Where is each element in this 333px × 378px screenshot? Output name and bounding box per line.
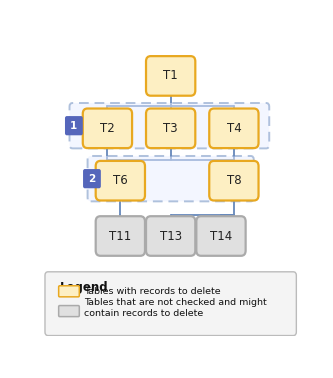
FancyBboxPatch shape — [209, 161, 258, 200]
FancyBboxPatch shape — [96, 161, 145, 200]
FancyBboxPatch shape — [65, 116, 83, 135]
Text: T4: T4 — [226, 122, 241, 135]
Text: T3: T3 — [164, 122, 178, 135]
FancyBboxPatch shape — [209, 108, 258, 148]
FancyBboxPatch shape — [83, 108, 132, 148]
FancyBboxPatch shape — [59, 286, 79, 297]
Text: T1: T1 — [163, 70, 178, 82]
Text: T2: T2 — [100, 122, 115, 135]
Text: 1: 1 — [70, 121, 78, 131]
FancyBboxPatch shape — [45, 272, 296, 336]
Text: T8: T8 — [226, 174, 241, 187]
FancyBboxPatch shape — [83, 169, 101, 188]
Text: T14: T14 — [210, 229, 232, 243]
FancyBboxPatch shape — [70, 103, 269, 149]
Text: Tables with records to delete: Tables with records to delete — [84, 287, 220, 296]
Text: T11: T11 — [109, 229, 132, 243]
Text: Tables that are not checked and might
contain records to delete: Tables that are not checked and might co… — [84, 297, 267, 318]
FancyBboxPatch shape — [146, 56, 195, 96]
Text: Legend: Legend — [60, 280, 108, 294]
FancyBboxPatch shape — [59, 305, 79, 317]
Text: T6: T6 — [113, 174, 128, 187]
FancyBboxPatch shape — [196, 216, 246, 256]
FancyBboxPatch shape — [88, 156, 254, 201]
Text: T13: T13 — [160, 229, 182, 243]
FancyBboxPatch shape — [146, 216, 195, 256]
FancyBboxPatch shape — [96, 216, 145, 256]
Text: 2: 2 — [88, 174, 96, 184]
FancyBboxPatch shape — [146, 108, 195, 148]
